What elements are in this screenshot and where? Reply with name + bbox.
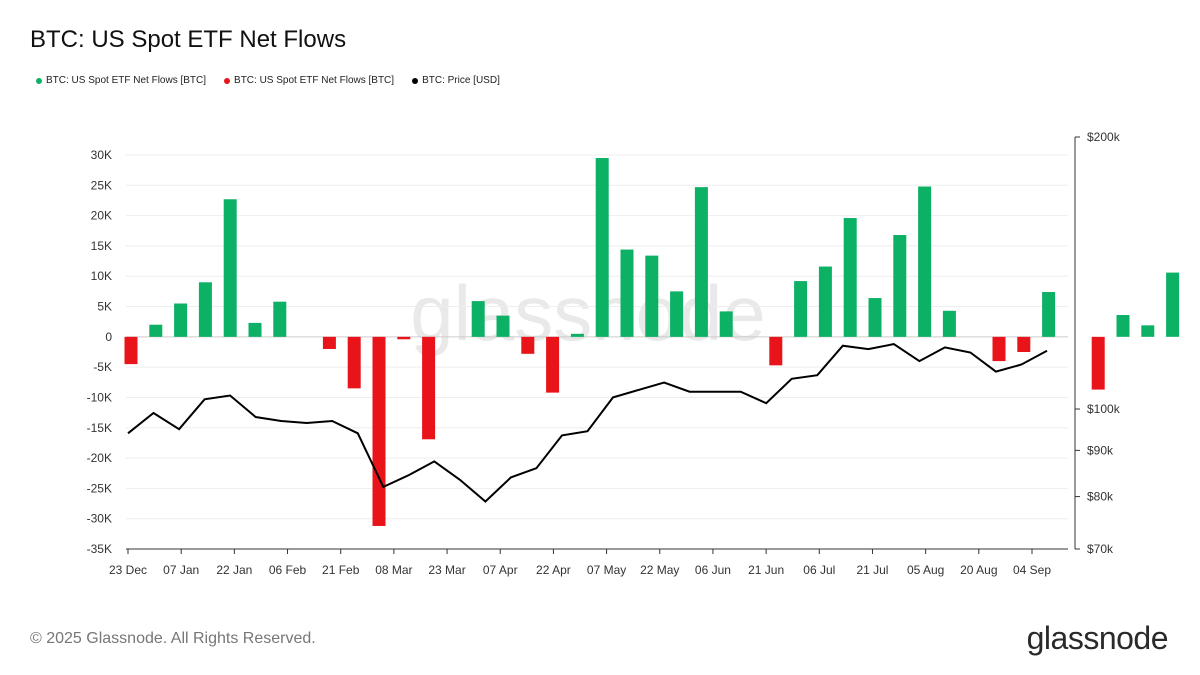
x-tick-label: 22 Apr <box>536 563 571 577</box>
y-left-tick-label: -15K <box>87 421 112 435</box>
flow-bar <box>843 218 857 337</box>
y-right-tick-label: $200k <box>1087 130 1121 144</box>
flow-bar <box>1141 325 1155 337</box>
y-left-tick-label: 15K <box>91 239 112 253</box>
flow-bar <box>347 336 361 389</box>
flow-bar <box>992 336 1006 362</box>
y-left-tick-label: -5K <box>93 360 112 374</box>
flow-bar <box>1017 336 1031 352</box>
x-tick-label: 05 Aug <box>907 563 944 577</box>
flow-bar <box>149 324 163 337</box>
x-tick-label: 07 Apr <box>483 563 518 577</box>
x-tick-label: 07 May <box>587 563 626 577</box>
flow-bar <box>273 301 287 337</box>
flow-bar <box>694 187 708 337</box>
y-right-tick-label: $70k <box>1087 542 1114 556</box>
y-left-tick-label: 20K <box>91 209 112 223</box>
flow-bar <box>719 311 733 337</box>
flow-bar <box>322 336 336 349</box>
flow-bar <box>918 186 932 337</box>
x-tick-label: 20 Aug <box>960 563 997 577</box>
flow-bar <box>620 249 634 337</box>
flow-bar <box>223 199 237 337</box>
x-tick-label: 23 Mar <box>428 563 465 577</box>
price-line <box>127 343 1048 503</box>
legend-label: BTC: US Spot ETF Net Flows [BTC] <box>234 75 395 86</box>
x-tick-label: 22 May <box>640 563 679 577</box>
legend-item-price[interactable]: BTC: Price [USD] <box>412 75 500 86</box>
flow-bar <box>174 303 188 337</box>
y-right-tick-label: $100k <box>1087 402 1121 416</box>
legend-label: BTC: US Spot ETF Net Flows [BTC] <box>46 75 207 86</box>
x-tick-label: 04 Sep <box>1013 563 1051 577</box>
flow-bar <box>521 336 535 354</box>
flow-bar <box>1166 272 1180 337</box>
flow-bar <box>769 336 783 366</box>
y-left-tick-label: 0 <box>105 330 112 344</box>
y-right-tick-label: $90k <box>1087 443 1114 457</box>
x-tick-label: 21 Jul <box>856 563 888 577</box>
x-tick-label: 08 Mar <box>375 563 412 577</box>
flow-bars <box>124 158 1180 526</box>
flow-bar <box>546 336 560 393</box>
x-tick-label: 21 Feb <box>322 563 360 577</box>
flow-bar <box>422 336 436 440</box>
flow-bar <box>372 336 386 526</box>
left-axis: 30K 25K 20K 15K 10K 5K 0 -5K -10K -15K -20K -25K -30… <box>87 148 113 556</box>
y-left-tick-label: -35K <box>87 542 112 556</box>
legend-dot-black <box>412 77 419 84</box>
watermark: glassnode <box>410 269 766 357</box>
y-left-tick-label: 30K <box>91 148 112 162</box>
x-tick-label: 23 Dec <box>109 563 147 577</box>
legend-label: BTC: Price [USD] <box>422 75 500 86</box>
copyright-text: © 2025 Glassnode. All Rights Reserved. <box>30 630 316 647</box>
y-left-tick-label: -30K <box>87 512 112 526</box>
x-tick-label: 22 Jan <box>216 563 252 577</box>
flow-bar <box>496 315 510 337</box>
legend-item-flows-positive[interactable]: BTC: US Spot ETF Net Flows [BTC] <box>36 75 206 86</box>
flow-bar <box>595 158 609 337</box>
legend-item-flows-negative[interactable]: BTC: US Spot ETF Net Flows [BTC] <box>224 75 394 86</box>
right-axis: $200k $100k $90k $80k $70k <box>1074 130 1121 556</box>
flow-bar <box>471 301 485 337</box>
legend: BTC: US Spot ETF Net Flows [BTC] BTC: US… <box>36 75 500 86</box>
x-tick-label: 06 Feb <box>269 563 307 577</box>
x-tick-label: 06 Jul <box>803 563 835 577</box>
x-axis: 23 Dec 07 Jan 22 Jan 06 Feb 21 Feb 08 Mar 23 M… <box>109 548 1068 577</box>
flow-bar <box>124 336 138 365</box>
legend-dot-green <box>36 77 42 84</box>
x-tick-label: 21 Jun <box>748 563 784 577</box>
flow-bar <box>570 333 584 337</box>
flow-bar <box>868 298 882 337</box>
y-left-tick-label: -10K <box>87 390 112 404</box>
flow-bar <box>248 322 262 337</box>
glassnode-logo[interactable]: glassnode <box>1026 620 1169 656</box>
y-left-tick-label: 5K <box>97 300 112 314</box>
flow-bar <box>893 235 907 337</box>
y-left-tick-label: -20K <box>87 451 112 465</box>
flow-bar <box>670 291 684 337</box>
y-left-tick-label: 10K <box>91 269 112 283</box>
flow-bar <box>818 266 832 337</box>
chart-title: BTC: US Spot ETF Net Flows <box>30 26 347 53</box>
legend-dot-red <box>224 77 231 84</box>
flow-bar <box>1116 315 1130 337</box>
y-left-tick-label: 25K <box>91 178 112 192</box>
flow-bar <box>794 281 808 337</box>
flow-bar <box>1042 291 1056 337</box>
flow-bar <box>1091 336 1105 390</box>
x-tick-label: 07 Jan <box>163 563 199 577</box>
flow-bar <box>198 282 212 337</box>
flow-bar <box>397 336 411 340</box>
x-tick-label: 06 Jun <box>695 563 731 577</box>
y-right-tick-label: $80k <box>1087 490 1114 504</box>
flow-bar <box>645 255 659 337</box>
y-left-tick-label: -25K <box>87 481 112 495</box>
flow-bar <box>942 310 956 337</box>
